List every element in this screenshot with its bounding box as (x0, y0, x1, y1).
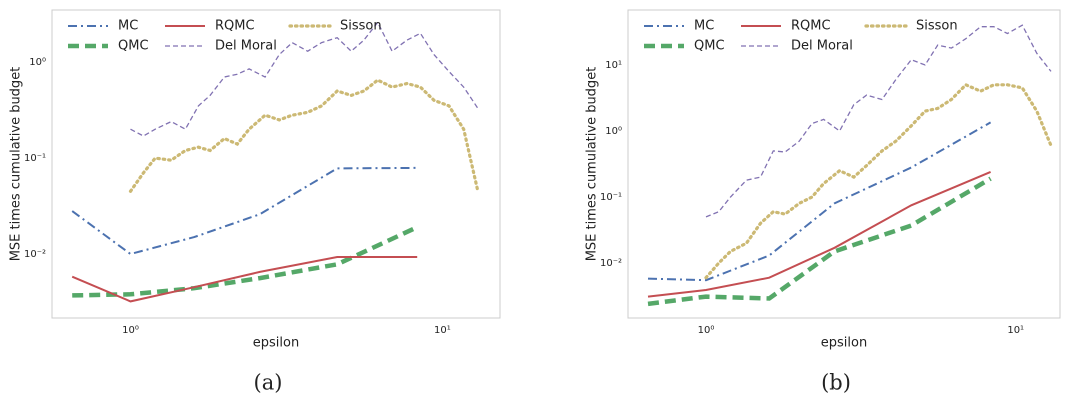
legend-label: RQMC (791, 19, 831, 34)
legend-label: RQMC (215, 19, 255, 34)
data-line (130, 21, 479, 137)
data-line (647, 170, 991, 298)
x-tick-label: 10¹ (1007, 325, 1024, 336)
plot-frame (51, 9, 501, 319)
y-tick-label: 10⁰ (605, 126, 622, 137)
legend-label: QMC (118, 39, 149, 54)
y-tick-label: 10⁻¹ (24, 153, 46, 164)
y-axis-label: MSE times cumulative budget (585, 67, 600, 262)
x-tick-label: 10⁰ (698, 325, 715, 336)
plot-frame (627, 9, 1061, 319)
y-tick-label: 10⁻¹ (600, 192, 622, 203)
x-axis-label: epsilon (821, 336, 867, 351)
y-tick-label: 10⁰ (29, 57, 46, 68)
y-tick-label: 10⁻² (600, 258, 622, 269)
y-tick-label: 10⁻² (24, 249, 46, 260)
legend-label: MC (118, 19, 138, 34)
caption: (a) (254, 371, 283, 395)
y-axis-label: MSE times cumulative budget (9, 67, 24, 262)
legend-label: Sisson (916, 19, 958, 34)
legend-label: Sisson (340, 19, 382, 34)
data-line (647, 176, 992, 307)
x-tick-label: 10⁰ (122, 325, 139, 336)
data-line (705, 24, 1052, 218)
data-line (647, 121, 992, 282)
caption: (b) (821, 371, 851, 395)
x-tick-label: 10¹ (434, 325, 451, 336)
data-line (704, 82, 1053, 280)
data-line (72, 225, 419, 298)
legend-label: QMC (694, 39, 725, 54)
legend-label: Del Moral (215, 39, 277, 54)
legend-label: Del Moral (791, 39, 853, 54)
y-tick-label: 10¹ (605, 60, 622, 71)
data-line (128, 78, 480, 193)
data-line (71, 256, 418, 303)
legend-label: MC (694, 19, 714, 34)
data-line (71, 166, 418, 256)
x-axis-label: epsilon (253, 336, 299, 351)
